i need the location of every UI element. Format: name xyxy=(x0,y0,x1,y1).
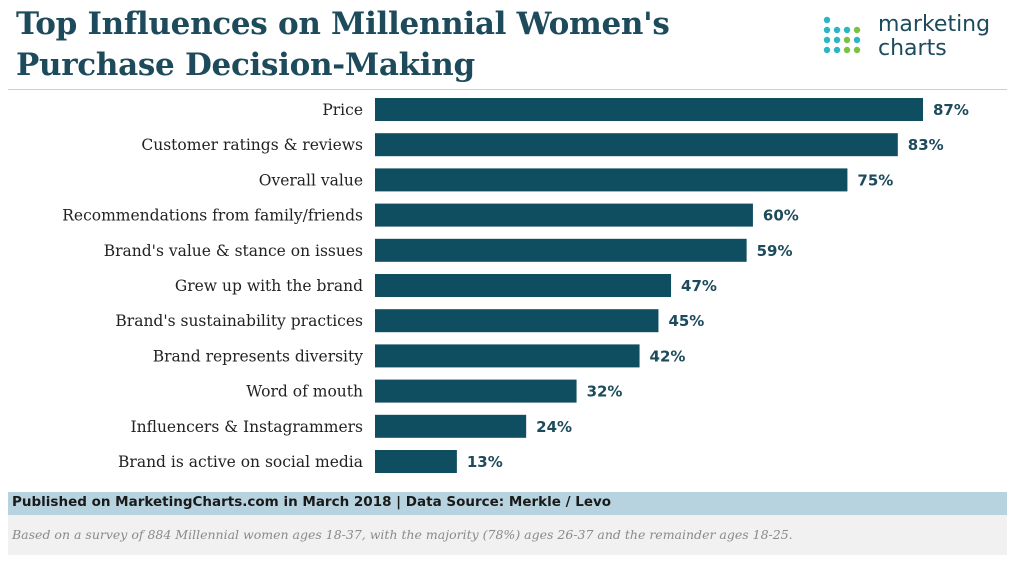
bar xyxy=(375,98,923,121)
value-label: 59% xyxy=(757,242,793,260)
category-label: Brand is active on social media xyxy=(118,453,363,471)
category-label: Customer ratings & reviews xyxy=(141,136,363,154)
category-label: Price xyxy=(322,101,363,119)
value-label: 42% xyxy=(650,347,686,365)
logo-dot xyxy=(853,36,861,44)
chart-title-line1: Top Influences on Millennial Women's xyxy=(16,6,670,42)
source-band: Published on MarketingCharts.com in Marc… xyxy=(8,492,1007,515)
title-divider xyxy=(8,89,1007,90)
value-label: 13% xyxy=(467,453,503,471)
bar xyxy=(375,203,753,227)
source-text: Published on MarketingCharts.com in Marc… xyxy=(12,494,612,510)
bar xyxy=(375,414,527,438)
category-label: Recommendations from family/friends xyxy=(62,207,363,225)
value-label: 24% xyxy=(536,418,572,436)
logo-dot xyxy=(823,36,831,44)
bar xyxy=(375,379,577,403)
value-label: 32% xyxy=(587,383,623,401)
marketingcharts-logo: marketing charts xyxy=(822,13,1012,65)
logo-dot xyxy=(823,46,831,54)
logo-dot xyxy=(843,36,851,44)
logo-dot xyxy=(853,46,861,54)
logo-dot xyxy=(833,46,841,54)
category-label: Word of mouth xyxy=(246,383,363,401)
methodology-note: Based on a survey of 884 Millennial wome… xyxy=(12,527,793,542)
category-label: Influencers & Instagrammers xyxy=(131,418,364,436)
logo-wordmark: marketing charts xyxy=(878,13,990,61)
bar xyxy=(375,344,640,368)
logo-dot xyxy=(843,46,851,54)
value-label: 47% xyxy=(681,277,717,295)
chart-title: Top Influences on Millennial Women's Pur… xyxy=(16,4,716,86)
logo-dots-icon xyxy=(823,16,861,54)
value-label: 60% xyxy=(763,207,799,225)
logo-line2: charts xyxy=(878,36,947,61)
category-label: Brand's sustainability practices xyxy=(115,312,363,330)
bar xyxy=(375,450,457,473)
value-label: 83% xyxy=(908,136,944,154)
bar xyxy=(375,168,848,192)
bar xyxy=(375,133,898,157)
value-label: 45% xyxy=(668,312,704,330)
logo-line1: marketing xyxy=(878,12,991,37)
category-label: Grew up with the brand xyxy=(175,277,363,295)
methodology-band: Based on a survey of 884 Millennial wome… xyxy=(8,515,1007,555)
logo-dot xyxy=(833,26,841,34)
bar-chart: Price 87% Customer ratings & reviews 83% Ove… xyxy=(62,98,969,473)
value-label: 87% xyxy=(933,101,969,119)
bar xyxy=(375,238,747,262)
logo-dot xyxy=(843,26,851,34)
category-label: Overall value xyxy=(259,171,363,189)
category-label: Brand represents diversity xyxy=(153,347,364,365)
logo-dot xyxy=(833,36,841,44)
logo-dot xyxy=(823,26,831,34)
bar xyxy=(375,309,659,333)
chart-title-line2: Purchase Decision-Making xyxy=(16,47,475,83)
category-label: Brand's value & stance on issues xyxy=(104,242,363,260)
bar xyxy=(375,274,672,297)
logo-dot xyxy=(853,26,861,34)
logo-dot xyxy=(823,16,831,24)
value-label: 75% xyxy=(857,171,893,189)
